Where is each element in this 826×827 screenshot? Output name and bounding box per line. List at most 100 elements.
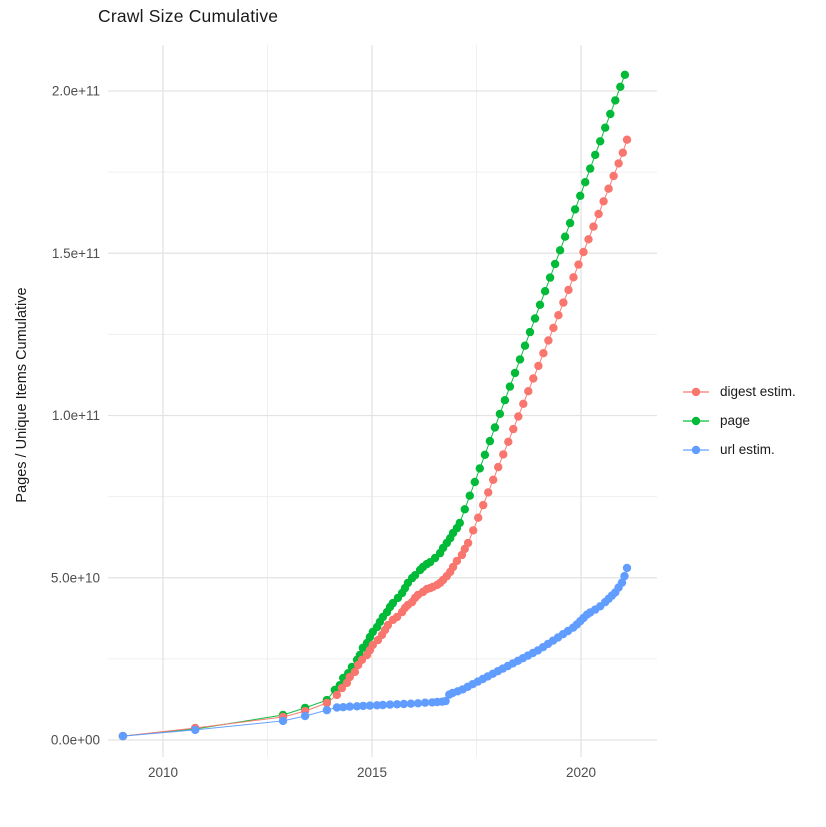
data-point [550,259,560,269]
data-point [489,475,498,484]
data-point [191,725,200,735]
legend-item-digest-estim: digest estim. [681,377,796,406]
data-point [606,109,615,119]
data-point [345,672,354,682]
data-point [350,667,360,677]
data-point [604,184,613,193]
data-point [452,556,462,566]
plot-title: Crawl Size Cumulative [98,6,279,26]
data-point [530,314,540,323]
data-point [465,491,474,500]
legend-label: digest estim. [720,384,796,399]
data-point [599,197,608,206]
data-point [332,703,342,712]
data-point [392,700,402,709]
data-point [499,450,508,459]
data-point [352,702,362,711]
y-tick-label: 1.0e+11 [52,408,100,423]
x-tick-label: 2020 [566,765,596,780]
data-point [620,571,629,581]
series-digest-estim [118,135,632,741]
data-point [504,437,513,446]
data-point [300,711,310,721]
data-point [322,698,332,708]
legend: digest estim. page url estim. [681,377,796,464]
data-point [584,235,593,244]
data-point [494,462,503,472]
data-point [555,246,565,255]
data-point [515,355,525,364]
data-point [510,368,520,378]
data-point [525,327,535,337]
data-point [520,341,530,350]
legend-key-icon [683,387,709,396]
data-point [616,82,625,92]
data-point [524,387,533,396]
data-point [278,716,288,726]
data-point [611,96,620,105]
data-point [560,232,570,241]
data-point [570,205,580,214]
y-tick-label: 1.5e+11 [52,246,100,261]
data-point [388,598,398,608]
legend-label: page [720,413,751,428]
data-point [359,701,368,711]
data-point [622,135,632,144]
data-point [441,696,450,706]
data-point [549,323,558,333]
legend-item-url-estim: url estim. [681,435,796,464]
data-point [455,518,464,528]
data-point [345,702,354,711]
y-tick-label: 5.0e+10 [51,570,100,585]
data-point [399,699,408,709]
data-point [406,699,416,708]
data-point [581,178,590,187]
data-point [495,409,505,419]
data-point [372,701,382,710]
data-point [332,690,342,700]
data-point [484,488,493,497]
data-point [540,287,550,296]
data-point [337,683,347,693]
data-point [365,701,375,710]
data-point [618,148,627,157]
data-point [539,349,548,358]
data-point [545,273,555,282]
data-point [554,311,563,320]
data-point [448,562,458,572]
data-point [480,450,490,459]
data-point [514,412,523,421]
data-point [385,700,395,709]
data-point [383,620,393,630]
data-point [529,374,538,383]
data-point [470,477,479,487]
data-point [574,260,583,269]
data-point [601,123,610,132]
data-point [534,361,543,371]
data-point [579,247,588,257]
data-point [490,423,500,432]
y-tick-label: 2.0e+11 [52,84,100,99]
data-point [564,285,573,295]
data-point [614,159,623,168]
data-point [586,164,595,173]
data-point [544,336,553,345]
legend-key-icon [683,445,709,454]
data-point [505,382,515,391]
data-point [569,273,578,282]
data-point [469,526,478,535]
data-point [519,399,528,408]
data-point [474,513,483,522]
data-point [589,222,598,231]
data-point [339,703,348,712]
y-tick-label: 0.0e+00 [51,733,100,748]
data-point [485,436,495,446]
data-point [559,298,568,307]
legend-label: url estim. [720,442,775,457]
data-point [617,578,627,587]
series-page [118,70,630,741]
data-point [596,137,605,146]
legend-key-icon [683,416,709,425]
data-point [620,70,630,80]
